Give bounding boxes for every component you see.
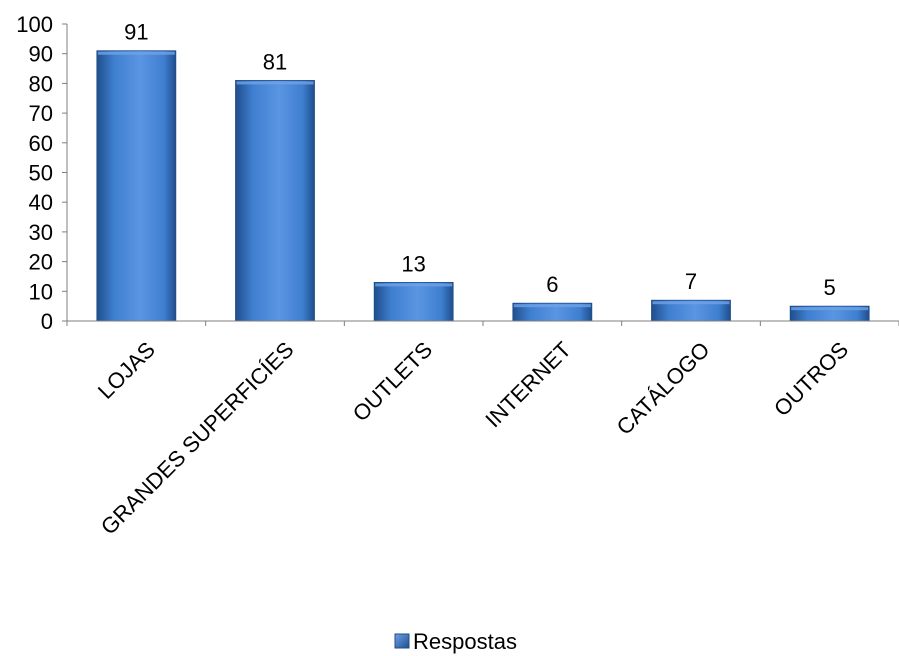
bar <box>235 80 315 322</box>
data-labels: 91 81 13 6 7 5 <box>124 20 836 300</box>
y-tick-label: 100 <box>16 12 53 37</box>
bar-highlight <box>375 283 453 287</box>
bar-highlight <box>236 81 314 85</box>
legend: Respostas <box>394 629 517 654</box>
bars <box>96 50 870 322</box>
category-label: LOJAS <box>93 337 160 404</box>
bar-highlight <box>97 51 175 55</box>
y-tick-label: 80 <box>29 71 53 96</box>
bar-highlight <box>652 301 730 305</box>
y-tick-label: 0 <box>41 309 53 334</box>
bar-highlight <box>513 304 591 308</box>
y-tick-label: 10 <box>29 279 53 304</box>
data-label: 13 <box>401 251 425 276</box>
y-tick-label: 60 <box>29 131 53 156</box>
y-tick-label: 50 <box>29 161 53 186</box>
bar <box>373 281 454 322</box>
data-label: 91 <box>124 20 148 45</box>
data-label: 81 <box>263 49 287 74</box>
data-label: 7 <box>685 269 697 294</box>
category-label: OUTROS <box>769 337 853 421</box>
category-label: INTERNET <box>480 337 575 432</box>
category-label: OUTLETS <box>348 337 437 426</box>
data-label: 5 <box>824 275 836 300</box>
bar-highlight <box>791 307 869 311</box>
y-tick-label: 70 <box>29 101 53 126</box>
y-tick-label: 30 <box>29 220 53 245</box>
legend-label: Respostas <box>413 629 517 654</box>
bar <box>96 50 177 322</box>
data-label: 6 <box>546 272 558 297</box>
y-axis: 0 10 20 30 40 50 60 70 80 90 100 <box>16 12 68 334</box>
y-tick-label: 20 <box>29 250 53 275</box>
legend-swatch <box>394 633 410 649</box>
y-tick-label: 90 <box>29 42 53 67</box>
y-tick-label: 40 <box>29 190 53 215</box>
category-label: CATÁLOGO <box>612 337 715 440</box>
